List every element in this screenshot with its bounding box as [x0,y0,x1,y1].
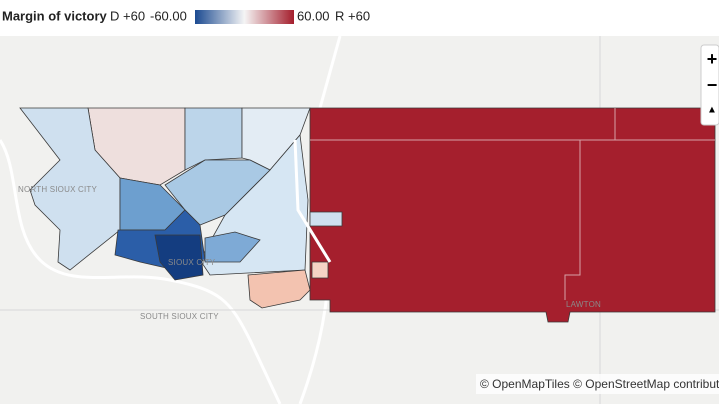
precinct [309,211,343,227]
map: NORTH SIOUX CITY SIOUX CITY SOUTH SIOUX … [0,35,719,404]
legend-max: 60.00 [297,8,330,23]
zoom-panel [700,44,719,126]
precinct-border [310,108,715,300]
legend-title: Margin of victory [2,8,108,23]
precinct [247,269,311,309]
place-label: SIOUX CITY [168,258,216,267]
precinct [204,231,261,263]
attribution-box [476,374,719,394]
zoom-out[interactable]: − [707,75,718,95]
precinct [184,107,243,171]
place-label: NORTH SIOUX CITY [18,185,98,194]
zoom-in[interactable]: + [707,49,718,69]
legend-scale [195,10,294,24]
road [318,35,342,109]
precinct [311,261,329,279]
place-label: LAWTON [566,300,601,309]
attribution[interactable]: © OpenMapTiles © OpenStreetMap contribut… [480,377,719,391]
legend-left: D +60 [110,8,145,23]
precinct [19,107,121,271]
reset-north[interactable]: ▲ [707,105,717,116]
legend-min: -60.00 [150,8,187,23]
legend-right: R +60 [335,8,370,23]
road [293,139,332,263]
precinct [309,107,716,323]
place-label: SOUTH SIOUX CITY [140,312,219,321]
precinct [154,234,204,281]
river [0,139,282,404]
